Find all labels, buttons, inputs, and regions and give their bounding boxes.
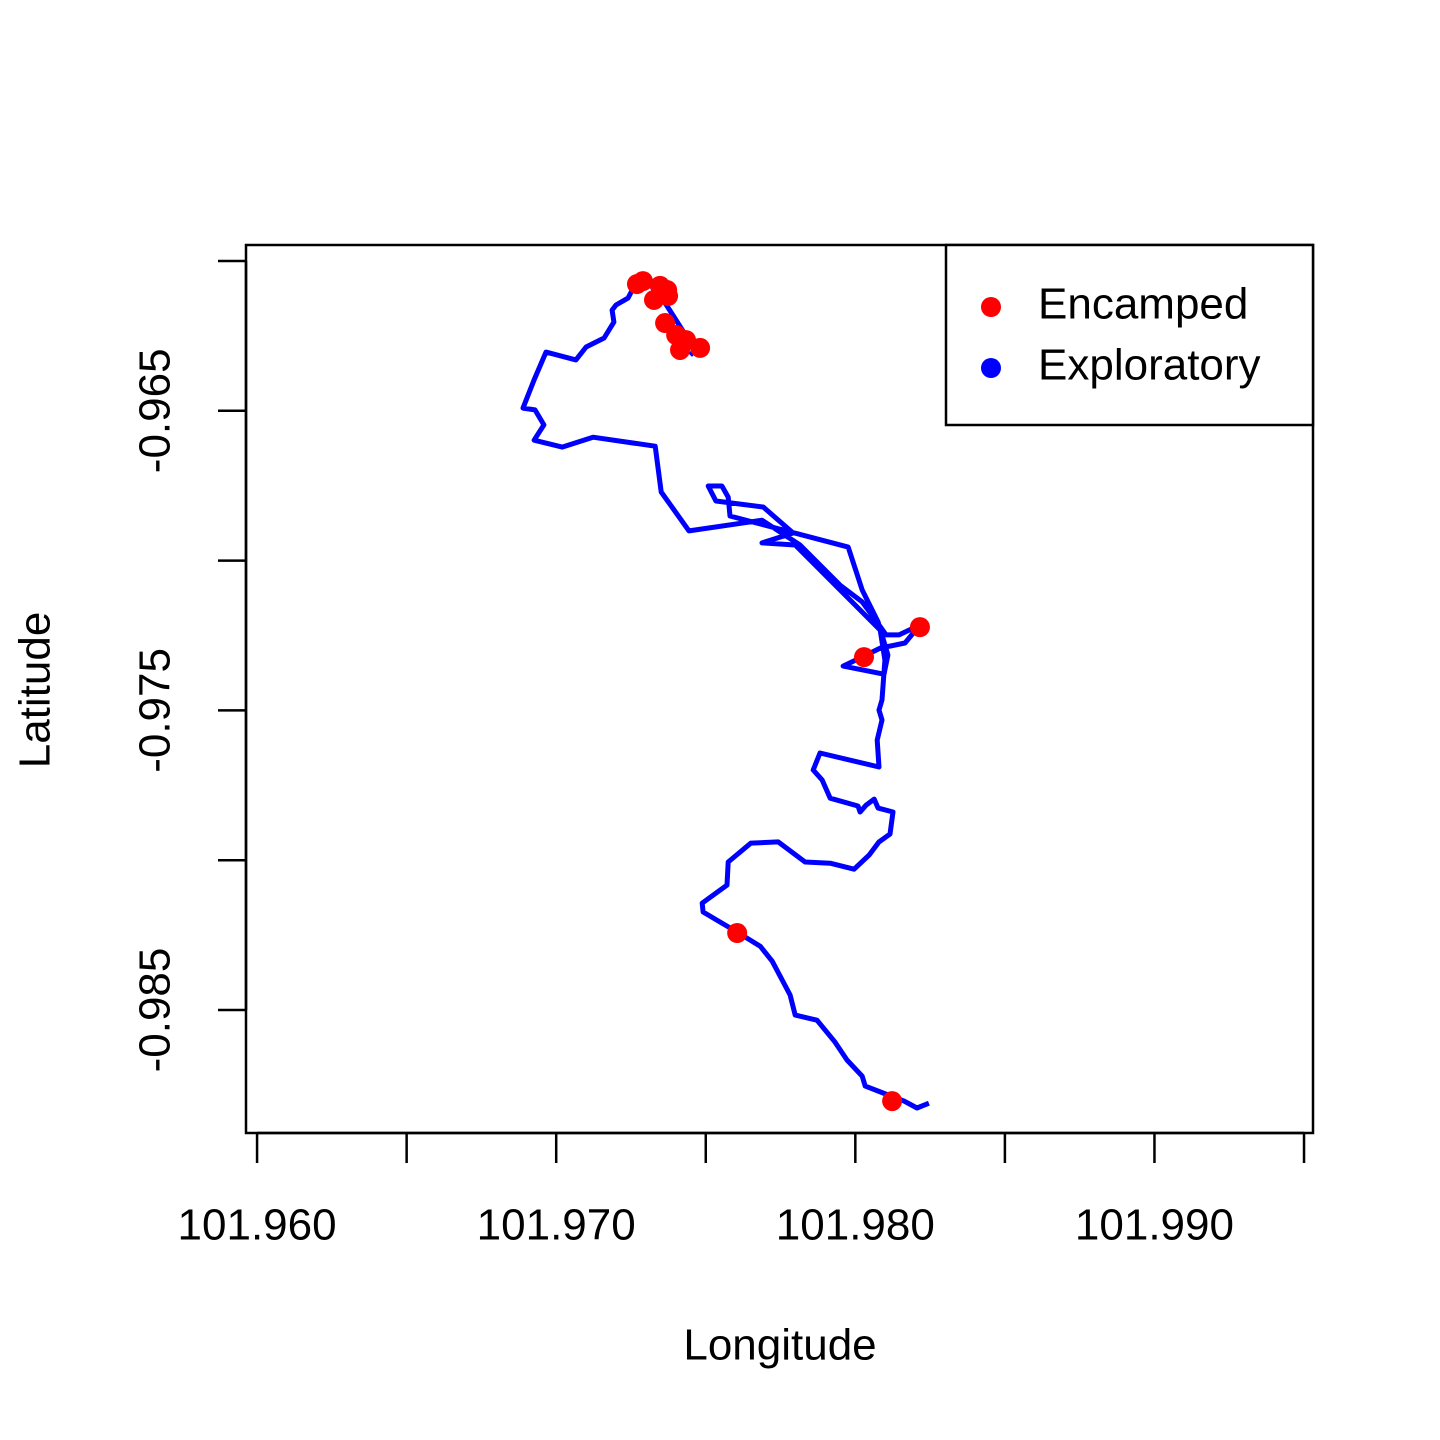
point [690, 337, 711, 358]
y-tick-label: -0.965 [131, 348, 180, 473]
y-tick-label: -0.985 [131, 948, 180, 1073]
legend-marker [981, 297, 1001, 317]
point [882, 1091, 903, 1112]
track-line [520, 280, 930, 1111]
y-axis-title: Latitude [11, 612, 60, 769]
x-axis-title: Longitude [683, 1321, 876, 1370]
point [644, 289, 665, 310]
y-tick-label: -0.975 [131, 648, 180, 773]
point [626, 274, 647, 295]
plot-frame [244, 243, 1315, 1135]
legend-box [944, 243, 1315, 427]
point [854, 647, 875, 668]
x-tick-label: 101.960 [178, 1201, 337, 1250]
legend-marker [981, 358, 1001, 378]
point [670, 339, 691, 360]
legend-label: Exploratory [1038, 341, 1261, 390]
x-tick-label: 101.970 [477, 1201, 636, 1250]
x-tick-label: 101.990 [1075, 1201, 1234, 1250]
x-tick-label: 101.980 [776, 1201, 935, 1250]
legend-label: Encamped [1038, 280, 1248, 329]
point [727, 923, 748, 944]
point [909, 617, 930, 638]
